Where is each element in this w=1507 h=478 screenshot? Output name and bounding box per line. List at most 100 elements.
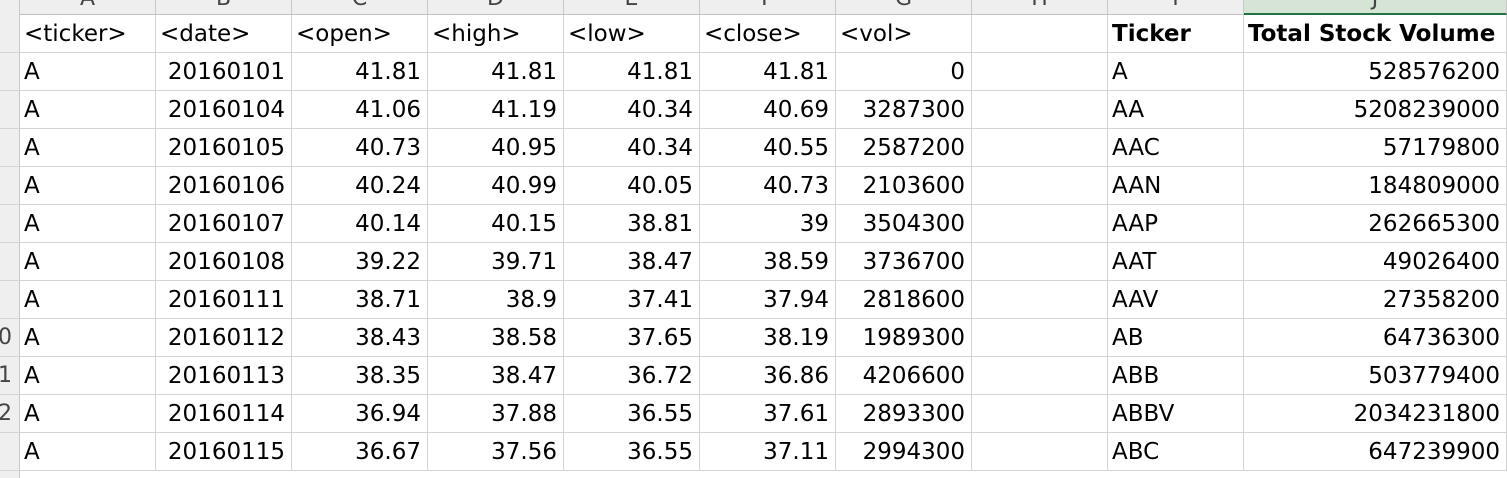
cell-f[interactable]: 40.73: [700, 167, 836, 205]
cell-a[interactable]: A: [20, 91, 156, 129]
column-header-h[interactable]: H: [972, 0, 1108, 15]
cell-g[interactable]: 2893300: [836, 395, 972, 433]
cell-j[interactable]: 49026400: [1244, 243, 1507, 281]
cell-a[interactable]: A: [20, 395, 156, 433]
cell-e-header[interactable]: <low>: [564, 15, 700, 53]
row-header[interactable]: [0, 15, 20, 53]
column-header-g[interactable]: G: [836, 0, 972, 15]
cell-a[interactable]: A: [20, 129, 156, 167]
cell-b[interactable]: 20160101: [156, 53, 292, 91]
cell-c[interactable]: 36.67: [292, 433, 428, 471]
cell-c[interactable]: 40.73: [292, 129, 428, 167]
cell-j[interactable]: 2034231800: [1244, 395, 1507, 433]
cell-b[interactable]: 20160113: [156, 357, 292, 395]
cell-c[interactable]: 38.35: [292, 357, 428, 395]
cell-j[interactable]: 528576200: [1244, 53, 1507, 91]
cell-i-header[interactable]: Ticker: [1108, 15, 1244, 53]
cell-b[interactable]: 20160106: [156, 167, 292, 205]
cell-f[interactable]: 36.86: [700, 357, 836, 395]
cell-d[interactable]: 40.99: [428, 167, 564, 205]
row-header[interactable]: [0, 243, 20, 281]
cell-c[interactable]: 41.06: [292, 91, 428, 129]
cell-h[interactable]: [972, 205, 1108, 243]
cell-g[interactable]: 3504300: [836, 205, 972, 243]
cell-h[interactable]: [972, 433, 1108, 471]
row-header[interactable]: [0, 91, 20, 129]
cell-j[interactable]: 262665300: [1244, 205, 1507, 243]
cell-e[interactable]: 38.47: [564, 243, 700, 281]
cell-h[interactable]: [972, 319, 1108, 357]
cell-i[interactable]: AAC: [1108, 129, 1244, 167]
cell-a[interactable]: A: [20, 243, 156, 281]
cell-b[interactable]: 20160105: [156, 129, 292, 167]
row-header[interactable]: [0, 53, 20, 91]
cell-e[interactable]: 41.81: [564, 53, 700, 91]
column-header-i[interactable]: I: [1108, 0, 1244, 15]
cell-j[interactable]: 57179800: [1244, 129, 1507, 167]
cell-f[interactable]: 37.61: [700, 395, 836, 433]
cell-i[interactable]: AA: [1108, 91, 1244, 129]
cell-c[interactable]: 36.94: [292, 395, 428, 433]
cell-i[interactable]: AAV: [1108, 281, 1244, 319]
cell-e[interactable]: 36.72: [564, 357, 700, 395]
cell-d[interactable]: 40.95: [428, 129, 564, 167]
row-header[interactable]: [0, 433, 20, 471]
column-header-b[interactable]: B: [156, 0, 292, 15]
cell-c[interactable]: 38.71: [292, 281, 428, 319]
cell-d[interactable]: 41.81: [428, 53, 564, 91]
cell-i[interactable]: ABC: [1108, 433, 1244, 471]
cell-h[interactable]: [972, 91, 1108, 129]
cell-h[interactable]: [972, 129, 1108, 167]
cell-f-header[interactable]: <close>: [700, 15, 836, 53]
cell-h-header[interactable]: [972, 15, 1108, 53]
cell-b[interactable]: 20160114: [156, 395, 292, 433]
cell-c[interactable]: 40.24: [292, 167, 428, 205]
cell-c[interactable]: 38.43: [292, 319, 428, 357]
cell-d[interactable]: 38.47: [428, 357, 564, 395]
cell-f[interactable]: 37.94: [700, 281, 836, 319]
column-header-e[interactable]: E: [564, 0, 700, 15]
row-header[interactable]: [0, 205, 20, 243]
cell-b[interactable]: 20160112: [156, 319, 292, 357]
cell-i[interactable]: A: [1108, 53, 1244, 91]
cell-d[interactable]: 38.9: [428, 281, 564, 319]
cell-g[interactable]: 4206600: [836, 357, 972, 395]
row-header[interactable]: 2: [0, 395, 20, 433]
cell-f[interactable]: 38.19: [700, 319, 836, 357]
cell-a[interactable]: A: [20, 433, 156, 471]
cell-g[interactable]: 2103600: [836, 167, 972, 205]
cell-a[interactable]: A: [20, 357, 156, 395]
cell-e[interactable]: 40.34: [564, 91, 700, 129]
cell-f[interactable]: 39: [700, 205, 836, 243]
column-header-c[interactable]: C: [292, 0, 428, 15]
cell-b[interactable]: 20160111: [156, 281, 292, 319]
cell-e[interactable]: 38.81: [564, 205, 700, 243]
row-header[interactable]: [0, 281, 20, 319]
cell-h[interactable]: [972, 281, 1108, 319]
cell-h[interactable]: [972, 167, 1108, 205]
cell-j[interactable]: 647239900: [1244, 433, 1507, 471]
cell-a-header[interactable]: <ticker>: [20, 15, 156, 53]
cell-a[interactable]: A: [20, 205, 156, 243]
cell-c[interactable]: 41.81: [292, 53, 428, 91]
cell-h[interactable]: [972, 243, 1108, 281]
cell-i[interactable]: AB: [1108, 319, 1244, 357]
cell-g[interactable]: 1989300: [836, 319, 972, 357]
cell-c[interactable]: 39.22: [292, 243, 428, 281]
row-header[interactable]: [0, 129, 20, 167]
cell-c-header[interactable]: <open>: [292, 15, 428, 53]
column-header-j[interactable]: J: [1244, 0, 1507, 15]
cell-h[interactable]: [972, 357, 1108, 395]
cell-b[interactable]: 20160115: [156, 433, 292, 471]
cell-a[interactable]: A: [20, 167, 156, 205]
cell-i[interactable]: ABBV: [1108, 395, 1244, 433]
cell-j[interactable]: 64736300: [1244, 319, 1507, 357]
cell-b[interactable]: 20160104: [156, 91, 292, 129]
cell-i[interactable]: ABB: [1108, 357, 1244, 395]
cell-g[interactable]: 2818600: [836, 281, 972, 319]
cell-i[interactable]: AAN: [1108, 167, 1244, 205]
cell-a[interactable]: A: [20, 319, 156, 357]
cell-d[interactable]: 40.15: [428, 205, 564, 243]
row-header[interactable]: 0: [0, 319, 20, 357]
cell-d[interactable]: 37.88: [428, 395, 564, 433]
